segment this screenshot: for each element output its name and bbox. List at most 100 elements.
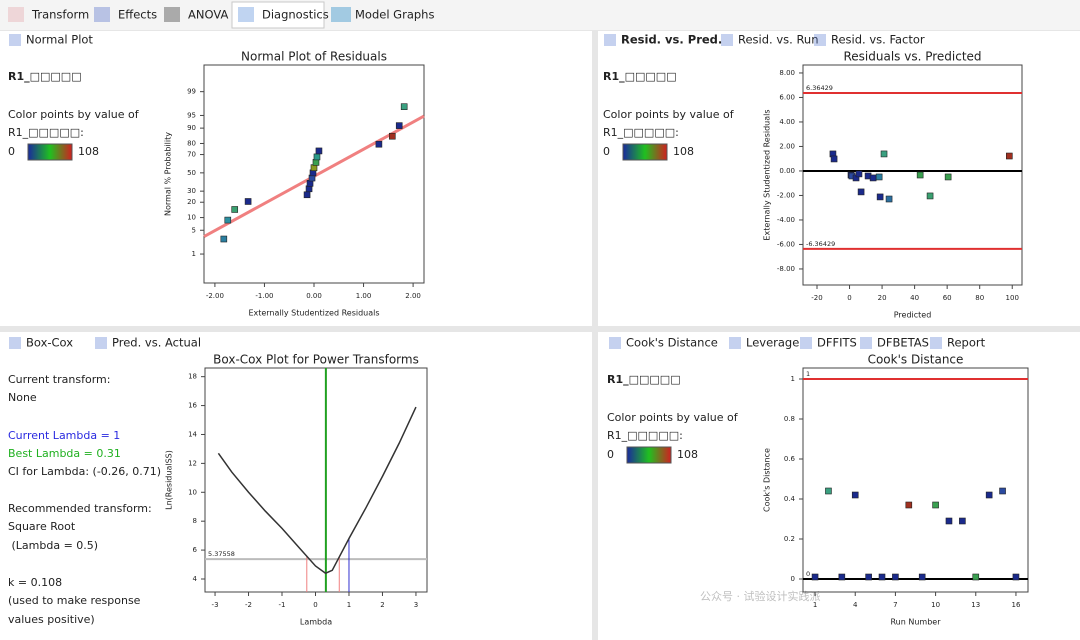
note: CI for Lambda: (-0.26, 0.71) xyxy=(8,465,161,478)
y-tick-label: -6.00 xyxy=(777,240,795,248)
data-point xyxy=(388,132,396,140)
toolbar-tab[interactable]: ANOVA xyxy=(188,8,228,22)
y-tick-label: 0.4 xyxy=(784,495,796,503)
data-point xyxy=(885,195,893,203)
data-point xyxy=(865,573,872,581)
panel-tab[interactable]: Resid. vs. Pred. xyxy=(621,33,722,47)
toolbar-tab[interactable]: Diagnostics xyxy=(262,8,329,22)
panel-tab[interactable]: Cook's Distance xyxy=(626,336,718,350)
y-tick-label: 99 xyxy=(187,88,196,96)
panel-tab[interactable]: Resid. vs. Factor xyxy=(831,33,925,47)
data-point xyxy=(220,235,228,243)
y-tick-label: 1 xyxy=(791,375,795,383)
y-tick-label: 5 xyxy=(192,226,196,234)
data-point xyxy=(244,198,252,205)
range-min: 0 xyxy=(8,145,15,158)
data-point xyxy=(231,206,239,213)
data-point xyxy=(918,573,926,581)
x-tick-label: -1.00 xyxy=(255,292,273,300)
data-point xyxy=(838,573,846,581)
toolbar-tab[interactable]: Transform xyxy=(31,8,89,22)
data-point xyxy=(395,122,403,129)
panel-tab[interactable]: Report xyxy=(947,336,986,350)
y-tick-label: 12 xyxy=(188,459,197,467)
plot-frame xyxy=(204,367,428,593)
data-point xyxy=(999,487,1006,495)
y-tick-label: 2.00 xyxy=(779,142,795,150)
y-tick-label: 70 xyxy=(187,151,196,159)
toolbar xyxy=(0,0,1080,30)
chart-title: Box-Cox Plot for Power Transforms xyxy=(213,353,419,367)
toolbar-tab[interactable]: Effects xyxy=(118,8,157,22)
y-axis-label: Externally Studentized Residuals xyxy=(763,109,772,240)
y-tick-label: -4.00 xyxy=(777,216,795,224)
y-tick-label: 0.8 xyxy=(784,415,795,423)
toolbar-tab[interactable]: Model Graphs xyxy=(355,8,434,22)
data-point xyxy=(855,170,863,178)
panel-tab[interactable]: Normal Plot xyxy=(26,33,93,47)
plot-frame xyxy=(802,367,1029,593)
y-tick-label: 80 xyxy=(187,139,196,147)
x-tick-label: 3 xyxy=(414,601,418,609)
data-point xyxy=(945,517,953,525)
watermark: 公众号 · 试验设计实践派 xyxy=(700,589,821,603)
color-gradient xyxy=(626,446,672,464)
x-tick-label: 80 xyxy=(975,294,984,302)
chart-title: Residuals vs. Predicted xyxy=(843,50,981,64)
y-tick-label: 18 xyxy=(188,373,197,381)
plot-frame xyxy=(802,64,1023,286)
data-point xyxy=(875,173,883,181)
panel-tab[interactable]: Box-Cox xyxy=(26,336,73,350)
note: values positive) xyxy=(8,613,95,626)
active-tab[interactable] xyxy=(231,1,325,29)
panel xyxy=(598,332,1080,640)
x-axis-label: Run Number xyxy=(890,618,941,627)
x-tick-label: -20 xyxy=(811,294,822,302)
range-max: 108 xyxy=(677,448,698,461)
y-axis-label: Normal % Probability xyxy=(164,132,173,216)
panel-tab[interactable]: DFFITS xyxy=(817,336,857,350)
data-point xyxy=(313,153,321,161)
range-min: 0 xyxy=(603,145,610,158)
data-point xyxy=(926,192,934,200)
curve xyxy=(217,406,417,575)
range-max: 108 xyxy=(673,145,694,158)
tab-icon xyxy=(9,337,21,349)
y-tick-label: 0.00 xyxy=(779,167,795,175)
data-point xyxy=(932,501,939,509)
data-point xyxy=(892,573,899,581)
data-point xyxy=(905,501,913,509)
data-point xyxy=(878,573,886,581)
x-tick-label: 1 xyxy=(347,601,351,609)
y-tick-label: 90 xyxy=(187,124,196,132)
y-tick-label: 10 xyxy=(188,488,197,496)
tab-icon xyxy=(814,34,826,46)
data-point xyxy=(811,573,819,581)
y-tick-label: 0 xyxy=(791,575,795,583)
panel-tab[interactable]: Pred. vs. Actual xyxy=(112,336,201,350)
note: k = 0.108 xyxy=(8,576,62,589)
y-tick-label: 1 xyxy=(192,250,196,258)
x-tick-label: 40 xyxy=(910,294,919,302)
data-point xyxy=(305,185,313,193)
data-point xyxy=(375,140,383,148)
y-tick-label: 6.00 xyxy=(779,93,795,101)
x-tick-label: 10 xyxy=(931,601,940,609)
color-by-var: R1_□□□□□: xyxy=(603,126,679,139)
panel-tab[interactable]: Leverage xyxy=(746,336,799,350)
data-point xyxy=(916,171,924,179)
x-tick-label: 2 xyxy=(380,601,384,609)
panel xyxy=(0,31,592,326)
y-tick-label: 30 xyxy=(187,187,196,195)
data-point xyxy=(851,491,859,499)
reference-label: 6.36429 xyxy=(806,84,833,92)
panel-tab[interactable]: DFBETAS xyxy=(877,336,929,350)
panel-tab[interactable]: Resid. vs. Run xyxy=(738,33,819,47)
data-point xyxy=(312,159,320,166)
reference-label: -6.36429 xyxy=(806,240,835,248)
x-tick-label: -1 xyxy=(279,601,286,609)
data-point xyxy=(825,487,832,495)
x-tick-label: -3 xyxy=(212,601,219,609)
data-point xyxy=(857,188,865,196)
data-point xyxy=(959,517,966,525)
